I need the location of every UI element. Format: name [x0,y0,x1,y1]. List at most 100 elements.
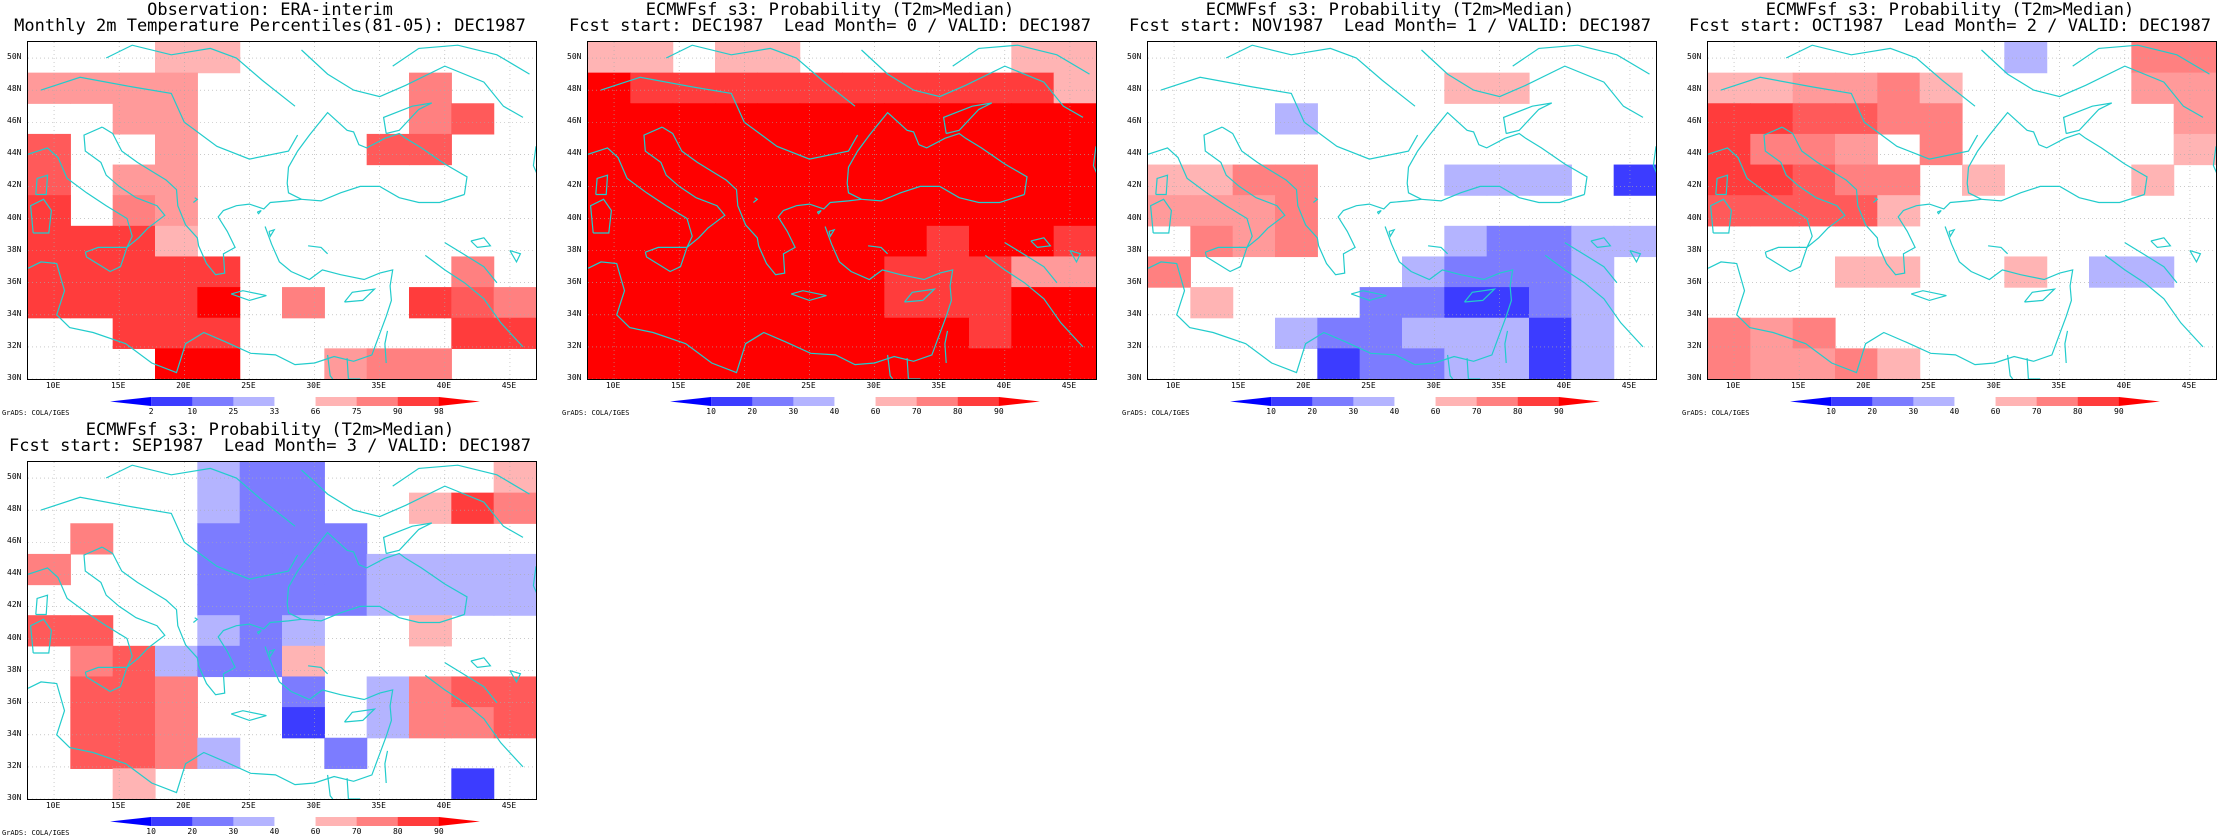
colorbar-level-label: 33 [269,407,280,416]
colorbar-segment [1913,397,1955,406]
probability-cell [1444,287,1488,319]
colorbar-level-label: 30 [1348,407,1359,416]
coastline [286,531,468,620]
colorbar-level-label: 90 [2114,407,2124,416]
probability-cell [1011,133,1055,166]
probability-cell [1877,103,1921,135]
probability-cell [672,348,716,379]
coastline [1981,49,2204,118]
probability-cell [1792,348,1836,379]
probability-cell [884,317,928,349]
latitude-label: 40N [1687,212,1702,222]
grads-credit: GrADS: COLA/IGES [2,409,70,417]
latitude-label: 48N [1687,84,1702,94]
coastline [83,546,166,668]
probability-cell [1148,256,1191,288]
probability-cell [197,462,241,494]
map-frame [1147,41,1657,380]
longitude-label: 25E [241,381,256,390]
probability-cell [1750,164,1794,196]
longitude-label: 35E [931,381,946,390]
coastline [589,198,613,234]
coastline [1629,250,1642,264]
coastline [105,44,296,107]
coastline [1504,330,1509,364]
latitude-label: 46N [7,536,22,546]
probability-cell [451,553,495,586]
longitude-label: 30E [306,801,321,810]
coastline [1406,111,1588,200]
coastline [1763,126,1846,248]
coastline [600,76,859,160]
probability-cell [715,348,758,379]
probability-cell [2173,103,2216,135]
probability-cell [926,103,970,135]
latitude-label: 44N [1687,148,1702,158]
coastline [301,469,524,538]
coastline [84,666,128,693]
probability-cell [672,195,716,227]
coastline [1709,198,1733,234]
probability-cell [672,103,716,135]
coastline [1149,198,1173,234]
probability-cell [799,103,843,135]
coastline [1466,358,1481,379]
colorbar-canvas [670,397,1040,406]
coastline [1148,147,1253,248]
coastline [906,358,921,379]
coastline [1720,76,1979,160]
probability-cell [588,103,631,135]
colorbar-level-label: 60 [870,407,881,416]
coastline [1160,76,1419,160]
coastline [308,245,329,255]
latitude-label: 38N [567,244,582,254]
coastline [392,464,530,495]
probability-cell [1486,317,1530,349]
probability-cell [155,103,198,135]
probability-cell [1835,133,1878,166]
panel-title-line1: ECMWFsf s3: Probability (T2m>Median) [645,0,1015,20]
probability-cell [884,72,928,104]
coastline [1873,197,1879,203]
probability-cell [1708,317,1751,349]
longitude-label: 40E [996,381,1012,390]
colorbar-segment [110,397,152,406]
probability-cell [842,225,885,258]
probability-cell [282,584,325,616]
colorbar-segment [2118,397,2160,406]
probability-cell [366,133,410,166]
probability-cell [884,195,928,227]
map-panel-observation: Observation: ERA-interim Monthly 2m Temp… [0,0,560,420]
probability-cell [239,523,283,555]
probability-cell [969,133,1012,166]
coastline [382,102,433,135]
colorbar-level-label: 80 [2072,407,2083,416]
probability-cell [282,287,325,319]
colorbar-segment [438,817,480,826]
colorbar-segment [1271,397,1313,406]
coastline [1155,174,1169,196]
probability-cell [70,645,114,678]
longitude-label: 35E [1491,381,1506,390]
colorbar-segment [151,397,193,406]
colorbar-level-label: 75 [351,407,362,416]
coastline [509,670,522,684]
coastline [1764,246,1808,273]
longitude-label: 45E [1621,381,1637,390]
coastline [1966,111,2148,200]
coastline [1313,197,1319,203]
latitude-label: 50N [1687,52,1702,62]
probability-cell [588,72,631,104]
coastline [1428,245,1449,255]
probability-cell [197,523,241,555]
colorbar-level-label: 90 [994,407,1004,416]
longitude-label: 40E [436,801,452,810]
coastline [256,209,262,215]
coastline [1988,245,2009,255]
probability-cell [1708,195,1751,227]
latitude-label: 46N [567,116,582,126]
colorbar-segment [998,397,1040,406]
coastline [1715,174,1729,196]
colorbar-level-label: 80 [1512,407,1523,416]
coastline [1030,237,1052,249]
